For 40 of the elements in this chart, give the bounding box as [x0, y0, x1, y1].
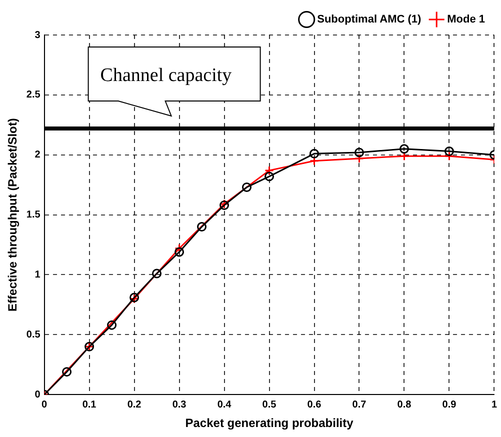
point [174, 244, 184, 254]
y-tick-label: 0.5 [26, 329, 41, 340]
x-tick-label: 0.1 [82, 399, 97, 410]
x-tick-label: 0.8 [397, 399, 412, 410]
x-tick-label: 1 [491, 399, 498, 410]
x-tick-label: 0.4 [217, 399, 232, 410]
y-tick-label: 2.5 [26, 90, 41, 101]
x-axis-title: Packet generating probability [185, 416, 354, 430]
legend-label: Suboptimal AMC (1) [317, 14, 422, 26]
x-tick-label: 0.2 [127, 399, 142, 410]
x-tick-label: 0.9 [442, 399, 457, 410]
point [174, 247, 184, 257]
point [264, 166, 274, 176]
x-tick-label: 0.3 [172, 399, 187, 410]
y-tick-label: 1 [34, 269, 41, 280]
point [310, 156, 319, 166]
point [399, 144, 409, 154]
point [444, 151, 454, 161]
point [264, 172, 274, 182]
point [444, 146, 454, 156]
y-tick-label: 3 [34, 30, 41, 41]
point [152, 268, 162, 278]
point [242, 182, 252, 192]
x-tick-label: 0.5 [262, 399, 277, 410]
point [197, 222, 207, 232]
legend-label: Mode 1 [447, 14, 486, 26]
y-tick-label: 1.5 [26, 210, 41, 221]
y-tick-label: 2 [34, 150, 41, 161]
y-axis-title: Effective throughput (Packet/Slot) [6, 118, 20, 312]
x-tick-label: 0 [42, 399, 48, 410]
x-tick-label: 0.6 [307, 399, 322, 410]
point [354, 154, 364, 164]
point [310, 148, 319, 158]
annotation: Channel capacity [100, 64, 232, 86]
x-tick-label: 0.7 [352, 399, 367, 410]
point [62, 367, 72, 377]
point [354, 148, 364, 158]
y-tick-label: 0 [34, 389, 41, 400]
point [399, 151, 409, 161]
point [107, 320, 117, 330]
